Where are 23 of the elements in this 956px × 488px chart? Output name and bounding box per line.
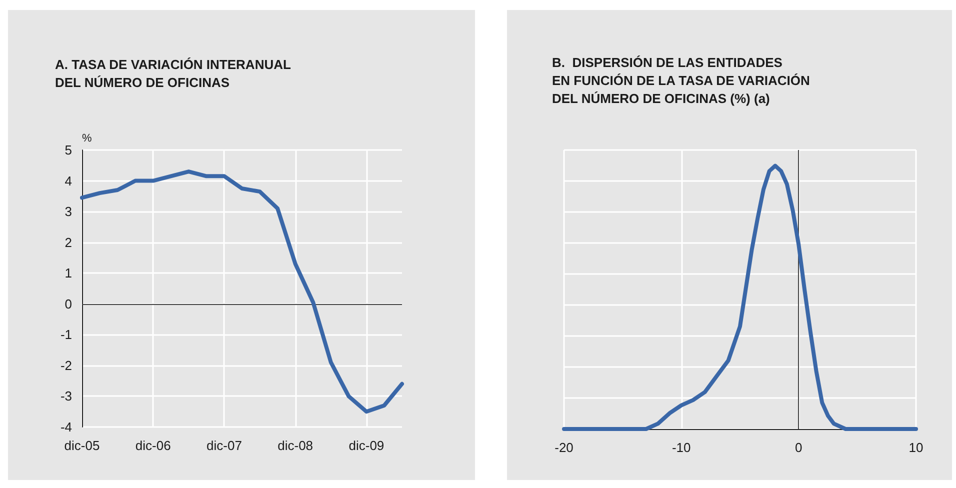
y-tick-label: 1 — [64, 266, 72, 281]
y-tick-label: -1 — [60, 327, 72, 342]
y-tick-label: -3 — [60, 388, 72, 404]
line-series — [80, 170, 404, 414]
chart-title: A. TASA DE VARIACIÓN INTERANUAL DEL NÚMERO DE OFICINAS — [55, 56, 291, 92]
x-tick-label: 0 — [795, 440, 802, 455]
y-axis-title: % — [82, 132, 92, 144]
x-tick-label: dic-07 — [206, 438, 242, 453]
y-tick-label: 3 — [64, 204, 72, 220]
y-tick-label: 0 — [64, 296, 72, 312]
x-tick-label: dic-08 — [278, 438, 314, 453]
x-tick-label: dic-09 — [348, 438, 384, 453]
y-tick-label: 2 — [64, 234, 72, 250]
x-tick-label: dic-06 — [135, 438, 171, 453]
x-tick-label: -10 — [672, 440, 691, 455]
y-tick-label: 4 — [64, 173, 72, 188]
chart-title: B. DISPERSIÓN DE LAS ENTIDADES EN FUNCIÓN DE LA TASA DE VARIACIÓN DEL NÚMERO DE OFICINAS (%) (a) — [552, 54, 810, 108]
y-tick-label: -2 — [60, 358, 72, 373]
y-tick-label: 5 — [64, 142, 72, 158]
x-tick-label: dic-05 — [64, 438, 100, 453]
y-tick-label: -4 — [60, 420, 72, 434]
x-tick-label: -20 — [554, 440, 574, 455]
x-tick-label: 10 — [908, 440, 924, 455]
